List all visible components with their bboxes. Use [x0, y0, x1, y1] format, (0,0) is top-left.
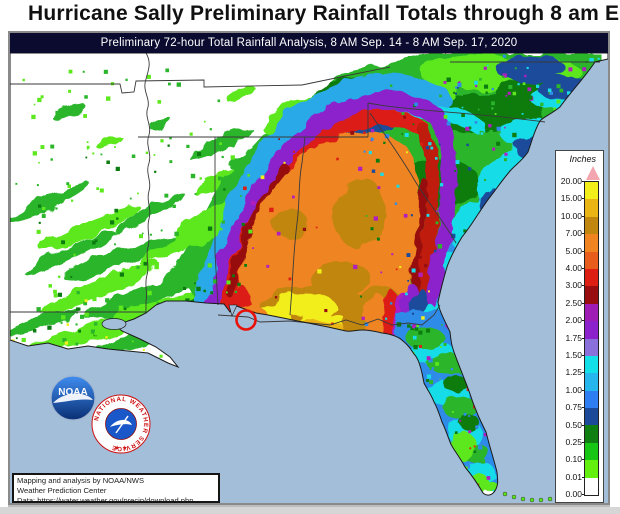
legend-tick	[582, 250, 585, 252]
state-borders	[10, 53, 600, 326]
legend-tick	[582, 372, 585, 374]
legend-tick-label: 15.00	[560, 193, 582, 204]
legend-band	[585, 477, 598, 496]
legend-band	[585, 408, 598, 426]
legend-tick	[582, 442, 585, 443]
legend-tick-label: 2.00	[565, 315, 582, 326]
credits-line: Data: https://water.weather.gov/precip/d…	[17, 495, 194, 503]
legend-title: Inches	[569, 154, 596, 164]
legend-tick-label: 3.00	[565, 280, 582, 291]
credits-line: Weather Prediction Center	[17, 485, 107, 495]
legend-tick-label: 20.00	[560, 176, 582, 186]
legend-tick-label: 1.00	[565, 384, 582, 395]
credits-box: Mapping and analysis by NOAA/NWS Weather…	[12, 473, 220, 503]
legend-tick-label: 0.10	[565, 454, 582, 465]
legend-band	[585, 234, 598, 252]
legend-tick	[582, 424, 585, 426]
legend-band	[585, 338, 598, 356]
legend-band	[585, 216, 598, 235]
legend-overflow-arrow-icon	[586, 166, 600, 180]
legend-band	[585, 321, 598, 339]
noaa-logo-icon: NOAA	[50, 375, 96, 421]
legend-band	[585, 182, 598, 200]
legend-tick	[582, 389, 585, 391]
legend-tick	[582, 268, 585, 269]
legend-band	[585, 460, 598, 478]
legend-band	[585, 390, 598, 409]
rainfall-raster	[10, 53, 608, 496]
legend-tick	[582, 302, 585, 304]
page-title: Hurricane Sally Preliminary Rainfall Tot…	[28, 2, 620, 25]
legend-band	[585, 373, 598, 391]
bottom-strip	[0, 507, 620, 514]
legend-band	[585, 199, 598, 217]
lake-pontchartrain	[101, 318, 127, 330]
legend-tick-label: 1.75	[565, 332, 582, 343]
legend-tick-label: 0.01	[565, 471, 582, 482]
legend-tick	[582, 355, 585, 356]
rainfall-map-panel: Preliminary 72-hour Total Rainfall Analy…	[8, 31, 610, 505]
legend-tick-label: 4.00	[565, 263, 582, 273]
legend-tick-label: 1.25	[565, 367, 582, 378]
legend-tick-label: 1.50	[565, 350, 582, 360]
legend-band	[585, 251, 598, 269]
svg-text:★ ★: ★ ★	[114, 444, 128, 452]
map-banner: Preliminary 72-hour Total Rainfall Analy…	[10, 33, 608, 53]
legend-tick	[582, 320, 585, 322]
legend-band	[585, 286, 598, 304]
mobile-bay	[228, 304, 238, 317]
credits-line: Mapping and analysis by NOAA/NWS	[17, 476, 145, 485]
legend-tick	[582, 215, 585, 217]
legend-band	[585, 425, 598, 443]
legend-tick-label: 2.50	[565, 297, 582, 308]
legend-tick	[582, 337, 585, 339]
legend-tick	[582, 476, 585, 478]
landfall-circle-annotation	[235, 309, 257, 331]
legend-tick	[582, 198, 585, 200]
legend-tick	[582, 233, 585, 235]
legend-tick	[582, 459, 585, 461]
legend-tick	[582, 407, 585, 409]
florida-keys	[502, 491, 553, 503]
legend-band	[585, 303, 598, 322]
rainfall-legend: Inches 20.00 15.00 10.00 7.00 5.00 4.00 3.00 2.…	[555, 150, 604, 503]
nws-logo-icon: NATIONAL WEATHER SERVICE ★ ★	[91, 394, 151, 454]
legend-tick-label: 5.00	[565, 245, 582, 256]
legend-tick-label: 0.50	[565, 419, 582, 430]
rainfall-map: NOAA NATIONAL WEATHER SERVICE ★ ★	[10, 53, 608, 503]
legend-tick-label: 0.75	[565, 402, 582, 413]
legend-tick-label: 0.00	[565, 489, 582, 500]
legend-tick-label: 0.25	[565, 437, 582, 447]
legend-tick-label: 10.00	[560, 210, 582, 221]
legend-color-bar	[584, 181, 599, 497]
svg-text:NOAA: NOAA	[58, 387, 87, 398]
legend-tick	[582, 181, 585, 182]
legend-band	[585, 442, 598, 461]
legend-tick-label: 7.00	[565, 228, 582, 239]
legend-tick	[582, 285, 585, 287]
legend-band	[585, 268, 598, 287]
legend-band	[585, 355, 598, 374]
legend-tick	[582, 494, 585, 496]
